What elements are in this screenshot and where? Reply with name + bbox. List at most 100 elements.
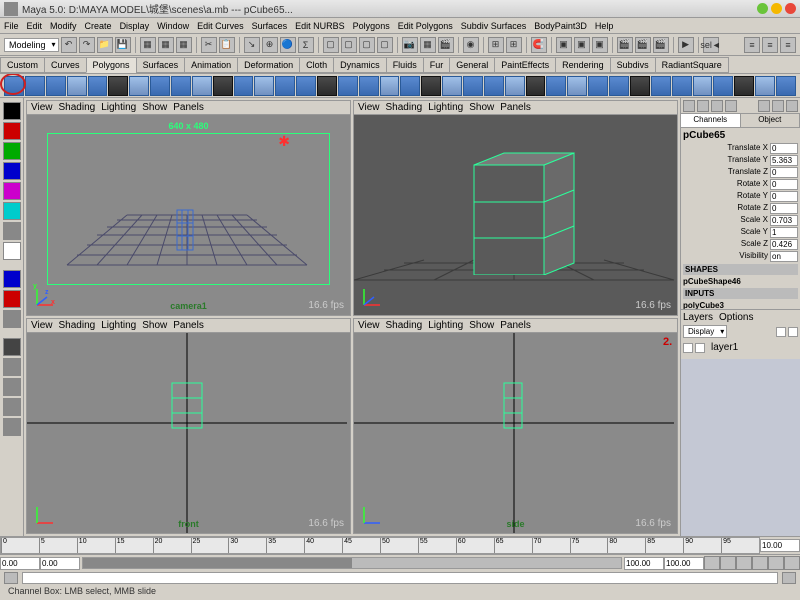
toolbar-icon[interactable]: 🎬	[438, 37, 454, 53]
vp-menu-shading[interactable]: Shading	[59, 320, 96, 331]
shelf-icon[interactable]	[171, 76, 191, 96]
toolbar-icon[interactable]: ▦	[420, 37, 436, 53]
shelf-tab-general[interactable]: General	[449, 57, 495, 73]
toolbar-icon[interactable]: ≡	[762, 37, 778, 53]
attr-label[interactable]: Translate X	[683, 143, 770, 154]
shelf-icon[interactable]	[421, 76, 441, 96]
menu-polygons[interactable]: Polygons	[353, 21, 390, 31]
attr-value[interactable]: on	[770, 251, 798, 262]
shelf-icon[interactable]	[129, 76, 149, 96]
shelf-icon[interactable]	[755, 76, 775, 96]
shelf-tab-curves[interactable]: Curves	[44, 57, 87, 73]
attr-value[interactable]: 0	[770, 167, 798, 178]
attr-value[interactable]: 1	[770, 227, 798, 238]
menu-edit-nurbs[interactable]: Edit NURBS	[295, 21, 345, 31]
tool-icon[interactable]	[3, 142, 21, 160]
shelf-icon[interactable]	[713, 76, 733, 96]
shelf-icon[interactable]	[275, 76, 295, 96]
shelf-icon[interactable]	[150, 76, 170, 96]
shelf-icon[interactable]	[254, 76, 274, 96]
vp-menu-view[interactable]: View	[31, 102, 53, 113]
tool-icon[interactable]	[3, 202, 21, 220]
attr-label[interactable]: Rotate Y	[683, 191, 770, 202]
shelf-icon[interactable]	[588, 76, 608, 96]
layers-options-menu[interactable]: Options	[719, 312, 753, 323]
tool-icon[interactable]	[3, 290, 21, 308]
tool-icon[interactable]	[3, 270, 21, 288]
shelf-tab-deformation[interactable]: Deformation	[237, 57, 300, 73]
toolbar-icon[interactable]: sel◄	[703, 37, 719, 53]
vp-menu-view[interactable]: View	[358, 102, 380, 113]
panel-icon[interactable]	[711, 100, 723, 112]
shelf-icon[interactable]	[693, 76, 713, 96]
toolbar-icon[interactable]: ▢	[377, 37, 393, 53]
shelf-tab-cloth[interactable]: Cloth	[299, 57, 334, 73]
shelf-icon[interactable]	[317, 76, 337, 96]
shelf-icon[interactable]	[526, 76, 546, 96]
shelf-icon[interactable]	[651, 76, 671, 96]
toolbar-icon[interactable]: 🔵	[280, 37, 296, 53]
menu-help[interactable]: Help	[595, 21, 614, 31]
attr-label[interactable]: Rotate Z	[683, 203, 770, 214]
panel-icon[interactable]	[697, 100, 709, 112]
vp-menu-show[interactable]: Show	[142, 320, 167, 331]
menu-modify[interactable]: Modify	[50, 21, 77, 31]
menu-bodypaint3d[interactable]: BodyPaint3D	[534, 21, 587, 31]
panel-icon[interactable]	[725, 100, 737, 112]
shelf-icon[interactable]	[567, 76, 587, 96]
toolbar-icon[interactable]: 📷	[402, 37, 418, 53]
toolbar-icon[interactable]: ▢	[359, 37, 375, 53]
playback-end-field[interactable]	[624, 557, 664, 570]
shelf-tab-polygons[interactable]: Polygons	[86, 57, 137, 73]
layer-type-toggle[interactable]	[695, 343, 705, 353]
shelf-icon[interactable]	[672, 76, 692, 96]
tool-icon[interactable]	[3, 162, 21, 180]
vp-menu-lighting[interactable]: Lighting	[428, 320, 463, 331]
toolbar-icon[interactable]: ◉	[463, 37, 479, 53]
shelf-icon[interactable]	[296, 76, 316, 96]
shelf-icon[interactable]	[108, 76, 128, 96]
menu-edit-polygons[interactable]: Edit Polygons	[398, 21, 453, 31]
shelf-tab-subdivs[interactable]: Subdivs	[610, 57, 656, 73]
shelf-icon[interactable]	[380, 76, 400, 96]
toolbar-icon[interactable]: ↘	[244, 37, 260, 53]
menu-edit-curves[interactable]: Edit Curves	[197, 21, 244, 31]
command-input[interactable]	[22, 572, 778, 584]
vp-menu-panels[interactable]: Panels	[500, 320, 531, 331]
tool-icon[interactable]	[3, 182, 21, 200]
attr-label[interactable]: Scale X	[683, 215, 770, 226]
toolbar-icon[interactable]: 📁	[97, 37, 113, 53]
toolbar-icon[interactable]: ↷	[79, 37, 95, 53]
vp-menu-lighting[interactable]: Lighting	[101, 102, 136, 113]
vp-menu-shading[interactable]: Shading	[386, 320, 423, 331]
vp-menu-show[interactable]: Show	[142, 102, 167, 113]
toolbar-icon[interactable]: 🎬	[617, 37, 633, 53]
attr-label[interactable]: Translate Z	[683, 167, 770, 178]
toolbar-icon[interactable]: 🧲	[531, 37, 547, 53]
forward-button[interactable]	[784, 556, 800, 570]
toolbar-icon[interactable]: ⊞	[506, 37, 522, 53]
menu-create[interactable]: Create	[85, 21, 112, 31]
viewport-persp-canvas[interactable]: 16.6 fps	[354, 115, 677, 315]
vp-menu-show[interactable]: Show	[469, 320, 494, 331]
viewport-front-canvas[interactable]: front 16.6 fps M	[27, 333, 350, 533]
menu-window[interactable]: Window	[157, 21, 189, 31]
shelf-tab-painteffects[interactable]: PaintEffects	[494, 57, 556, 73]
range-thumb[interactable]	[83, 558, 352, 568]
shelf-tab-fluids[interactable]: Fluids	[386, 57, 424, 73]
play-button[interactable]	[752, 556, 768, 570]
shelf-tab-radiantsquare[interactable]: RadiantSquare	[655, 57, 729, 73]
toolbar-icon[interactable]: ▶	[678, 37, 694, 53]
toolbar-icon[interactable]: ⊕	[262, 37, 278, 53]
tab-channels[interactable]: Channels	[681, 114, 741, 127]
panel-icon[interactable]	[683, 100, 695, 112]
toolbar-icon[interactable]: ▦	[158, 37, 174, 53]
range-slider[interactable]	[82, 557, 622, 569]
vp-menu-shading[interactable]: Shading	[59, 102, 96, 113]
shelf-icon[interactable]	[213, 76, 233, 96]
vp-menu-panels[interactable]: Panels	[500, 102, 531, 113]
toolbar-icon[interactable]: ✂	[201, 37, 217, 53]
object-name[interactable]: pCube65	[683, 130, 798, 141]
maximize-button[interactable]	[771, 3, 782, 14]
attr-value[interactable]: 0.426	[770, 239, 798, 250]
